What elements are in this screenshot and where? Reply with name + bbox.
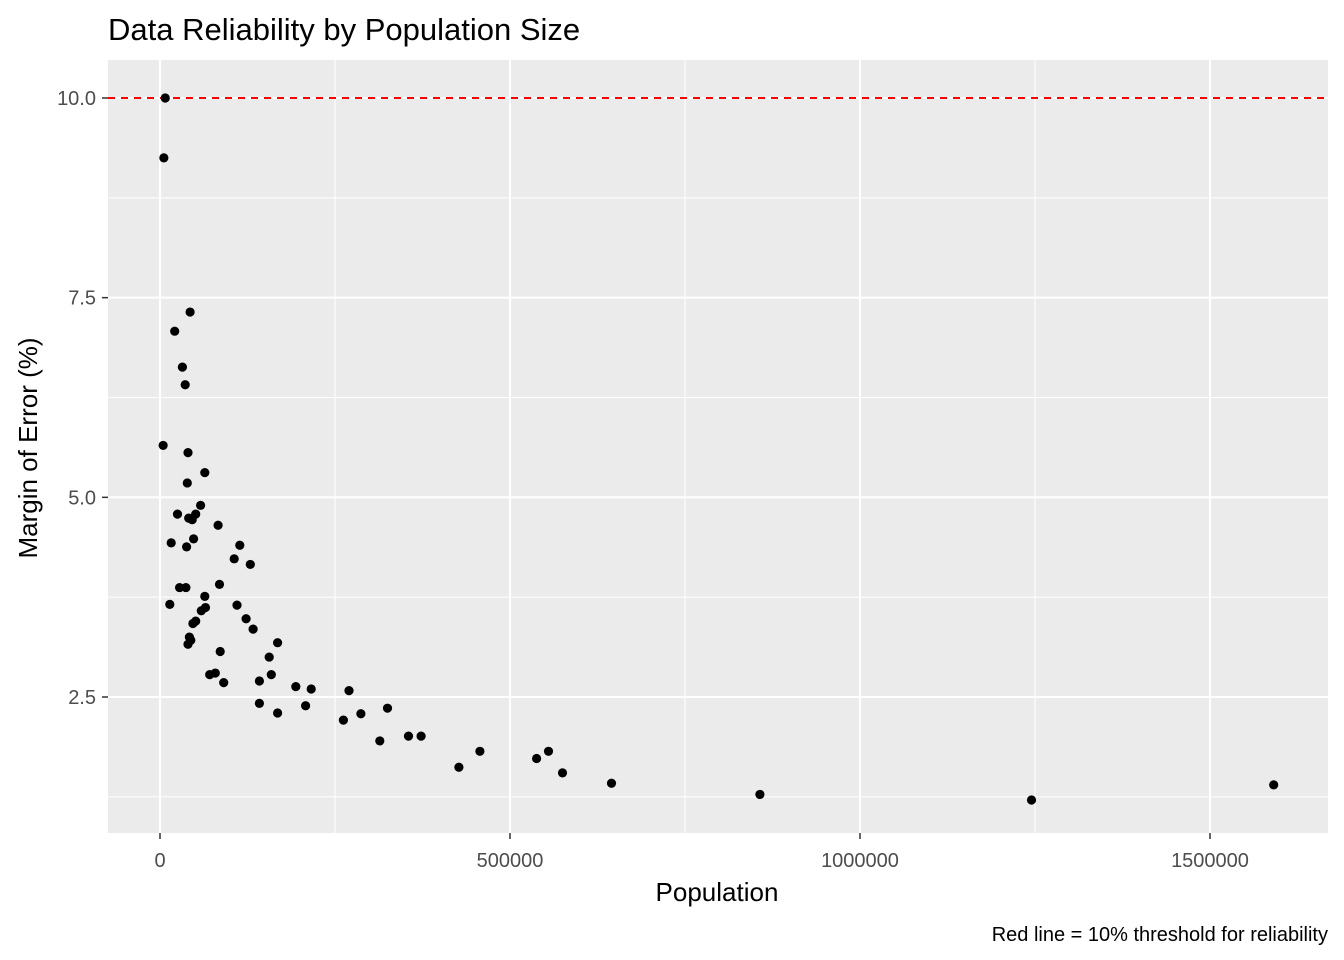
y-tick-label: 5.0 [68, 487, 96, 509]
data-point [188, 618, 198, 629]
data-point [205, 670, 215, 680]
data-point [266, 670, 276, 680]
data-point [356, 709, 366, 719]
data-point [158, 440, 168, 451]
data-point [403, 731, 414, 741]
data-point [213, 520, 223, 530]
data-point [1269, 780, 1279, 790]
minor-gridlines [108, 60, 1328, 833]
data-point [291, 682, 301, 692]
data-point [175, 582, 185, 593]
data-point [182, 478, 192, 488]
data-point [301, 701, 311, 711]
data-point [273, 638, 283, 648]
y-axis-ticks: 2.5 5.0 7.5 10.0 [57, 88, 108, 709]
data-point [264, 652, 274, 662]
data-point [235, 540, 245, 550]
y-tick-label: 2.5 [68, 687, 96, 709]
data-point [338, 715, 348, 725]
data-point [232, 600, 242, 610]
data-point [273, 708, 283, 718]
data-point [187, 515, 197, 525]
chart-title: Data Reliability by Population Size [108, 12, 580, 47]
data-point [557, 768, 568, 778]
data-point [182, 542, 192, 552]
data-point [606, 778, 617, 788]
data-point [177, 362, 187, 372]
x-tick-label: 0 [154, 850, 165, 872]
data-point [189, 534, 199, 544]
data-point [183, 639, 193, 649]
data-point [454, 762, 464, 772]
data-point [532, 753, 542, 764]
data-point [196, 606, 206, 616]
data-point [165, 599, 175, 609]
data-point [254, 676, 264, 686]
data-point [180, 380, 190, 390]
data-point [219, 678, 229, 688]
data-points [158, 93, 1279, 805]
data-point [382, 703, 393, 713]
x-axis-title: Population [656, 877, 779, 907]
data-point [344, 686, 354, 696]
data-point [241, 614, 251, 624]
y-axis-title: Margin of Error (%) [13, 337, 43, 558]
x-tick-label: 1000000 [821, 850, 899, 872]
data-point [160, 93, 170, 103]
data-point [755, 789, 765, 800]
data-point [543, 746, 554, 756]
data-point [375, 736, 385, 746]
data-point [166, 538, 176, 548]
data-point [215, 646, 225, 657]
x-tick-label: 500000 [477, 850, 544, 872]
data-point [181, 582, 191, 593]
plot-panel [108, 60, 1328, 833]
data-point [475, 746, 485, 756]
data-point [306, 684, 316, 694]
data-point [200, 591, 210, 601]
y-tick-label: 7.5 [68, 288, 96, 310]
data-point [170, 326, 180, 336]
data-point [200, 467, 210, 478]
data-point [159, 153, 169, 163]
data-point [196, 500, 206, 510]
data-point [1026, 795, 1037, 805]
data-point [245, 559, 255, 570]
data-point [214, 579, 225, 589]
chart-caption: Red line = 10% threshold for reliability [992, 924, 1328, 946]
data-point [183, 448, 193, 458]
data-point [229, 554, 239, 564]
data-point [185, 307, 195, 317]
y-tick-label: 10.0 [57, 88, 96, 110]
data-point [254, 698, 264, 708]
data-point [248, 624, 258, 634]
x-tick-label: 1500000 [1171, 850, 1249, 872]
data-point [172, 509, 183, 519]
x-axis-ticks: 0 500000 1000000 1500000 [154, 833, 1249, 872]
data-point [416, 731, 426, 741]
